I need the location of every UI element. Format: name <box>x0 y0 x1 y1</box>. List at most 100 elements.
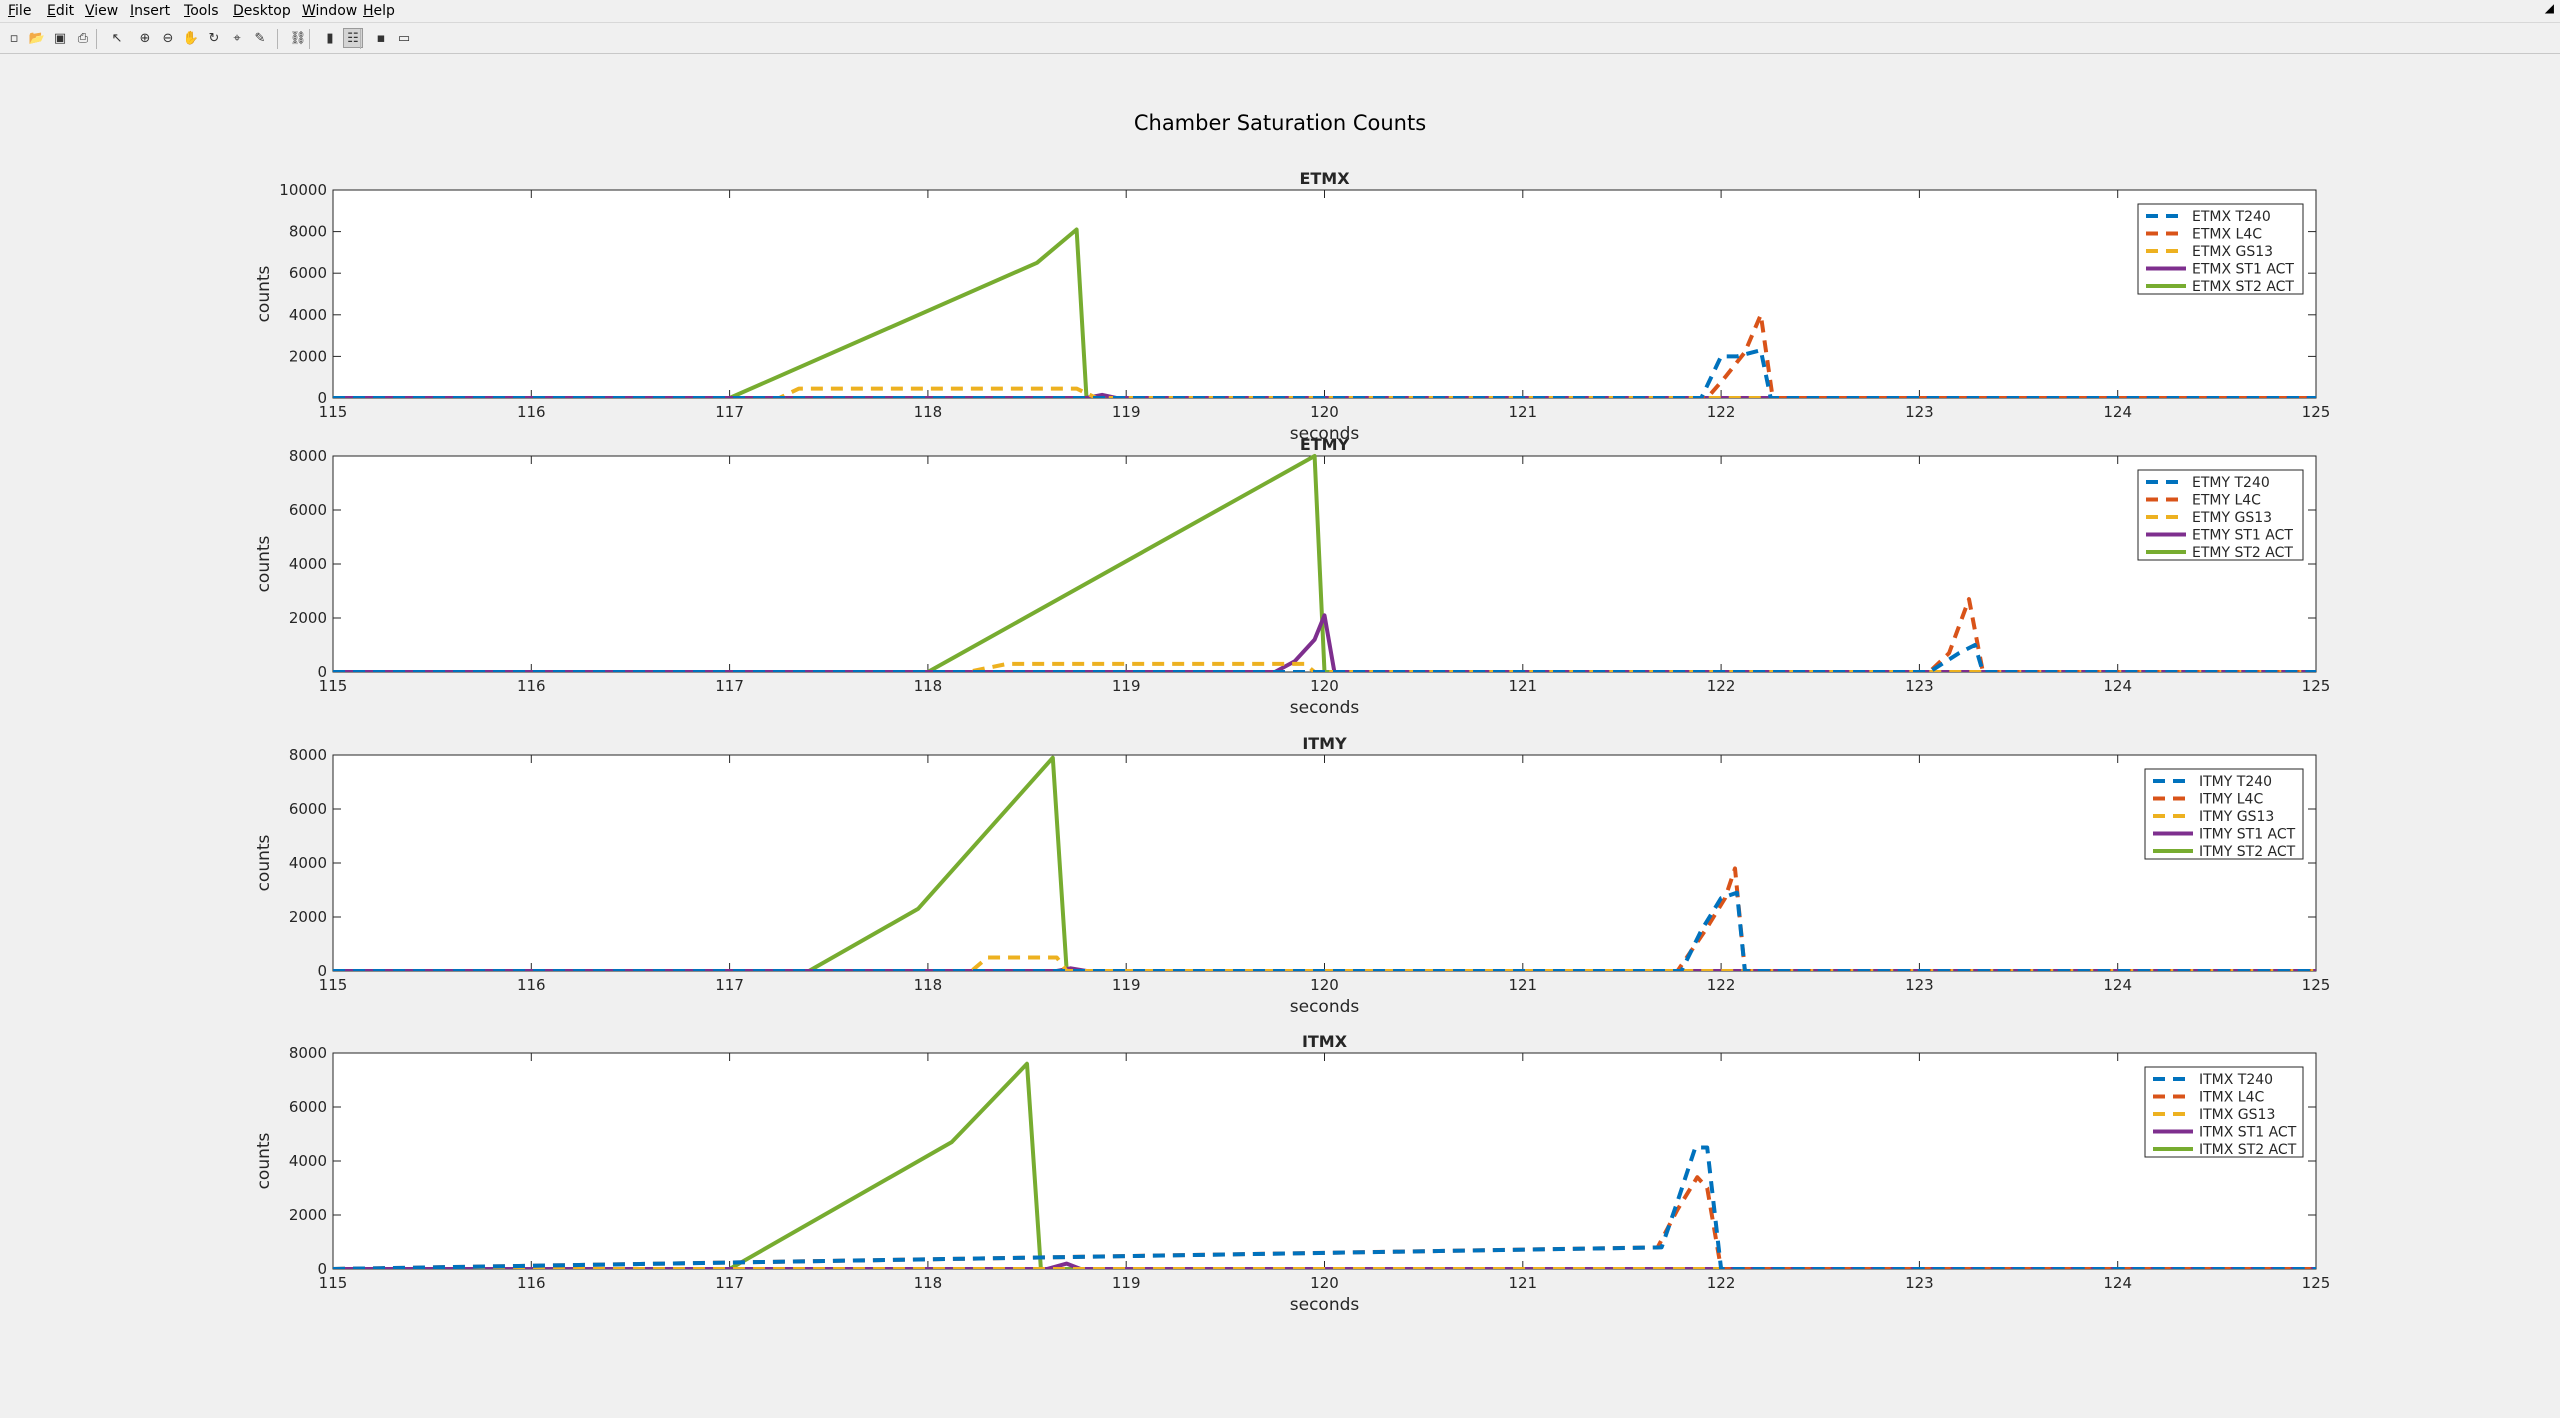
subplot-itmy: 115 116 117 118 119 120 121 122 123 124 125 0 2000 40… <box>254 734 2330 1017</box>
x-tick-label: 119 <box>1112 976 1141 994</box>
series-line-itmx-st1-act <box>333 1261 2316 1269</box>
zoom-in-icon[interactable]: ⊕ <box>139 30 151 46</box>
legend-box <box>2137 469 2304 561</box>
zoom-out-icon[interactable]: ⊖ <box>162 30 174 46</box>
x-tick-label: 121 <box>1508 1274 1537 1292</box>
brush-icon[interactable]: ✎ <box>254 30 266 46</box>
x-tick-label: 124 <box>2103 1274 2132 1292</box>
menu-edit[interactable]: Edit <box>47 3 75 19</box>
save-icon[interactable]: ▣ <box>53 30 67 46</box>
toolbar-separator <box>96 29 97 49</box>
legend-entry: ETMX ST1 ACT <box>2192 262 2294 278</box>
series-line-itmy-st1-act <box>333 966 2316 971</box>
x-tick-label: 120 <box>1310 403 1339 421</box>
axes-box[interactable] <box>332 189 2317 399</box>
menu-desktop[interactable]: Desktop <box>233 3 291 19</box>
legend-entry: ETMY L4C <box>2192 493 2261 509</box>
y-tick-label: 0 <box>317 389 327 407</box>
x-tick-label: 121 <box>1508 976 1537 994</box>
y-tick-label: 4000 <box>289 555 327 573</box>
x-axis-label: seconds <box>1290 997 1360 1017</box>
menubar: File Edit View Insert Tools Desktop Wind… <box>0 0 2560 23</box>
x-tick-label: 119 <box>1112 403 1141 421</box>
y-tick-label: 2000 <box>289 1206 327 1224</box>
axes-box[interactable] <box>332 1052 2317 1270</box>
legend-entry: ITMY ST1 ACT <box>2199 827 2296 843</box>
series-line-etmy-gs13 <box>333 661 2316 672</box>
menu-window[interactable]: Window <box>302 3 358 19</box>
y-tick-label: 4000 <box>289 1152 327 1170</box>
legend-entry: ITMX T240 <box>2199 1072 2273 1088</box>
menu-file[interactable]: File <box>8 3 32 19</box>
x-tick-label: 115 <box>319 677 348 695</box>
y-tick-label: 2000 <box>289 908 327 926</box>
x-tick-label: 117 <box>715 677 744 695</box>
y-tick-label: 2000 <box>289 347 327 365</box>
pan-icon[interactable]: ✋ <box>182 30 200 46</box>
x-tick-label: 118 <box>914 677 943 695</box>
new-figure-icon[interactable]: ▫ <box>9 30 19 46</box>
series-line-itmy-st2-act <box>333 755 2316 971</box>
toolbar-separator <box>360 29 361 49</box>
x-tick-label: 117 <box>715 403 744 421</box>
x-tick-label: 119 <box>1112 677 1141 695</box>
x-axis-label: seconds <box>1290 424 1360 444</box>
x-tick-label: 120 <box>1310 677 1339 695</box>
colorbar-icon[interactable]: ▮ <box>326 30 334 46</box>
toolbar-separator <box>309 29 310 49</box>
print-icon[interactable]: ⎙ <box>77 30 89 46</box>
menu-insert[interactable]: Insert <box>130 3 171 19</box>
series-line-itmy-l4c <box>333 866 2316 971</box>
menu-help[interactable]: Help <box>363 3 395 19</box>
menu-tools[interactable]: Tools <box>184 3 219 19</box>
menu-view[interactable]: View <box>85 3 119 19</box>
x-tick-label: 120 <box>1310 1274 1339 1292</box>
y-tick-label: 6000 <box>289 1098 327 1116</box>
series-line-itmx-st2-act <box>333 1061 2316 1269</box>
x-axis-label: seconds <box>1290 1295 1360 1315</box>
x-tick-label: 122 <box>1707 1274 1736 1292</box>
y-tick-label: 6000 <box>289 800 327 818</box>
legend-entry: ITMY T240 <box>2199 774 2272 790</box>
x-tick-label: 116 <box>517 1274 546 1292</box>
y-tick-label: 10000 <box>279 181 327 199</box>
legend-box <box>2137 203 2304 295</box>
open-file-icon[interactable]: 📂 <box>28 30 46 46</box>
figure-canvas: Chamber Saturation Counts 115 116 117 118 11… <box>254 111 2330 1315</box>
link-plot-icon[interactable]: ⛓ <box>289 30 307 46</box>
series-line-etmx-st1-act <box>333 392 2316 398</box>
series-line-etmy-st2-act <box>333 454 2316 672</box>
rotate-icon[interactable]: ↻ <box>208 30 220 46</box>
legend-box <box>2144 768 2304 860</box>
legend-entry: ETMY GS13 <box>2192 510 2272 526</box>
legend-entry: ITMX ST1 ACT <box>2199 1125 2297 1141</box>
legend-entry: ETMY ST1 ACT <box>2192 528 2293 544</box>
x-tick-label: 122 <box>1707 403 1736 421</box>
pointer-icon[interactable]: ↖ <box>111 30 123 46</box>
x-tick-label: 124 <box>2103 403 2132 421</box>
legend-entry: ITMY L4C <box>2199 792 2263 808</box>
y-axis-label: counts <box>254 834 274 891</box>
x-tick-label: 115 <box>319 403 348 421</box>
legend-entry: ITMY ST2 ACT <box>2199 844 2296 860</box>
legend-icon[interactable]: ☷ <box>343 28 363 48</box>
y-tick-label: 4000 <box>289 854 327 872</box>
show-tools-icon[interactable]: ▭ <box>397 30 411 46</box>
x-tick-label: 118 <box>914 976 943 994</box>
x-tick-label: 118 <box>914 1274 943 1292</box>
toolbar-separator <box>277 29 278 49</box>
y-axis-label: counts <box>254 265 274 322</box>
y-tick-label: 6000 <box>289 501 327 519</box>
data-cursor-icon[interactable]: ⌖ <box>233 30 241 46</box>
axes-box[interactable] <box>332 754 2317 972</box>
x-tick-label: 116 <box>517 403 546 421</box>
x-tick-label: 123 <box>1905 677 1934 695</box>
subplot-title: ITMX <box>1302 1032 1348 1051</box>
subplot-title: ITMY <box>1302 734 1347 753</box>
dock-figure-icon[interactable]: ◢ <box>2544 1 2554 15</box>
hide-tools-icon[interactable]: ▪ <box>376 30 386 46</box>
